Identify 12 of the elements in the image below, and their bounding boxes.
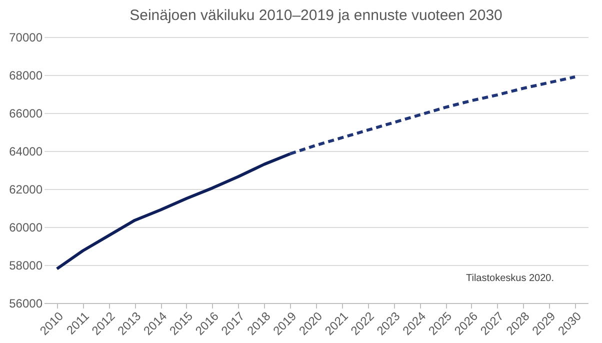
chart-title: Seinäjoen väkiluku 2010–2019 ja ennuste vuoteen 2030 [130,7,502,24]
y-tick-label: 70000 [9,30,43,44]
y-tick-label: 62000 [9,182,43,196]
y-tick-label: 64000 [9,144,43,158]
line-series [288,75,577,156]
line-series [55,152,292,270]
y-tick-label: 60000 [9,220,43,234]
y-tick-label: 58000 [9,258,43,272]
y-tick-label: 66000 [9,106,43,120]
y-tick-label: 68000 [9,68,43,82]
y-tick-label: 56000 [9,296,43,310]
annotation: Tilastokeskus 2020. [466,273,554,284]
